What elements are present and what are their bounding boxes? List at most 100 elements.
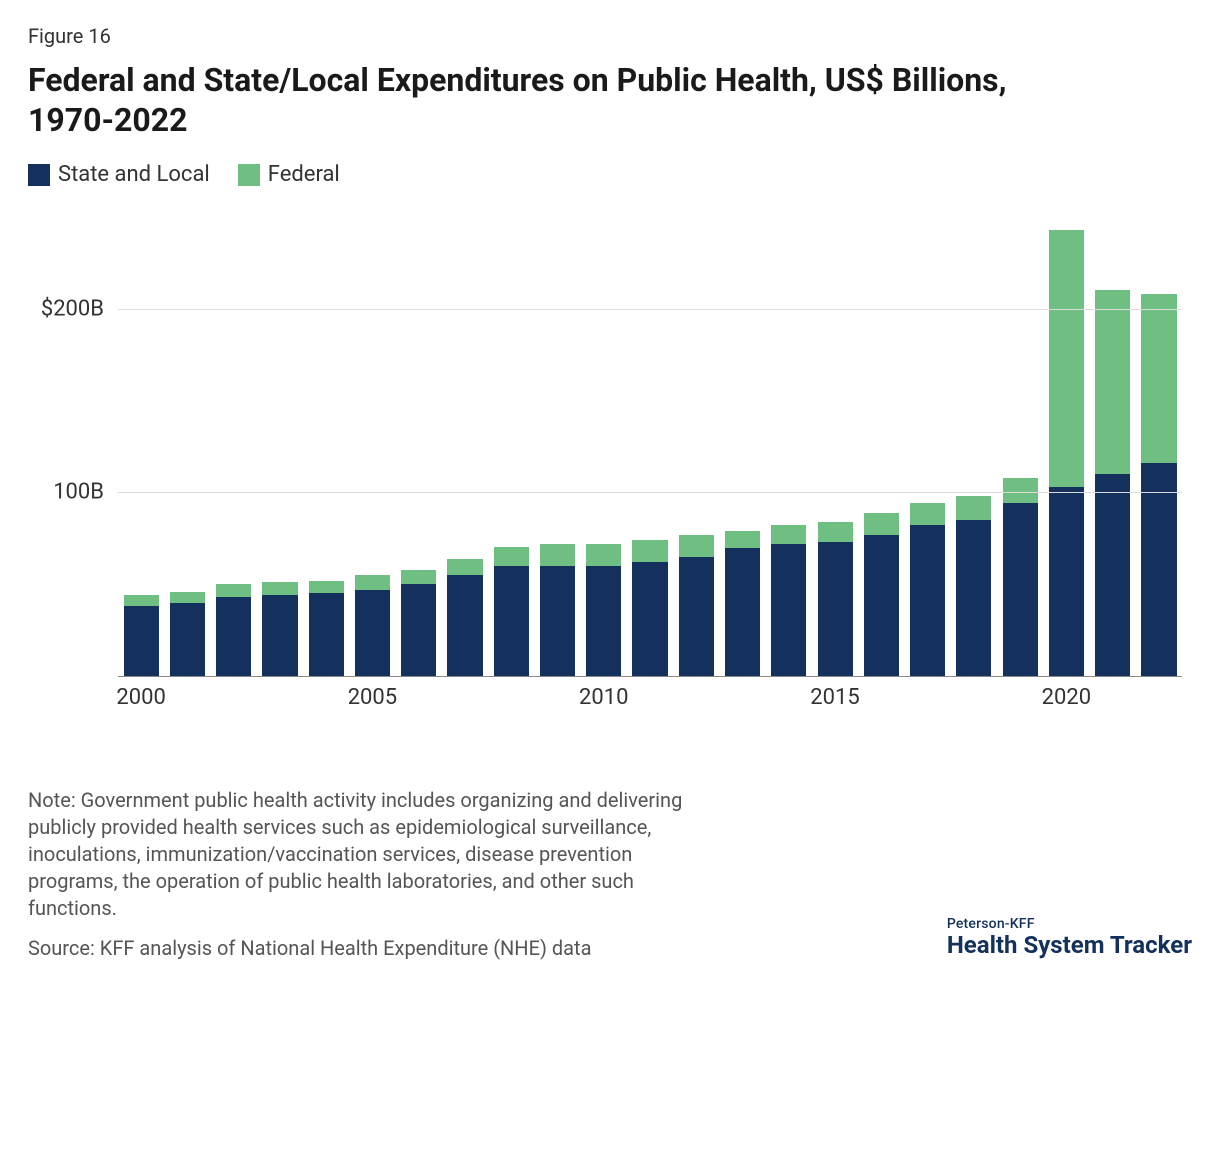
bar-slot [1136,217,1182,676]
legend-swatch [28,164,50,186]
x-tick-label: 2010 [579,685,628,710]
bar-slot [396,217,442,676]
bar-segment [216,597,251,676]
bars-container [118,217,1182,676]
bar-segment [956,496,991,520]
x-tick-label: 2015 [810,685,859,710]
legend: State and Local Federal [28,162,1192,187]
bar-segment [401,570,436,585]
bar-segment [956,520,991,676]
bar-segment [262,582,297,595]
bar-segment [864,535,899,676]
chart-title: Federal and State/Local Expenditures on … [28,60,1078,140]
bar-segment [494,547,529,565]
bar-stack [309,581,344,676]
bar-slot [997,217,1043,676]
bar-stack [864,513,899,676]
bar-stack [725,531,760,676]
x-tick-label: 2000 [116,685,165,710]
legend-label: State and Local [58,162,210,187]
bar-segment [540,544,575,566]
bar-segment [818,522,853,542]
bar-slot [766,217,812,676]
bar-segment [170,592,205,603]
x-tick-label: 2005 [348,685,397,710]
bar-slot [627,217,673,676]
bar-segment [725,548,760,677]
bar-slot [812,217,858,676]
bar-stack [494,547,529,676]
bar-segment [771,525,806,543]
x-axis: 2000 2005 2010 2015 2020 [118,677,1182,717]
legend-swatch [238,164,260,186]
bar-stack [1003,478,1038,676]
bar-segment [447,575,482,676]
bar-slot [349,217,395,676]
bar-stack [170,592,205,676]
bar-segment [309,581,344,594]
bar-slot [488,217,534,676]
y-tick-label: $200B [41,296,118,321]
bar-stack [771,525,806,676]
y-tick-label: 100B [53,480,118,505]
bar-slot [257,217,303,676]
bar-segment [632,562,667,676]
bar-segment [170,603,205,676]
chart: 100B$200B 2000 2005 2010 2015 2020 [118,217,1182,717]
bar-slot [118,217,164,676]
bar-slot [858,217,904,676]
bar-segment [447,559,482,576]
plot-area: 100B$200B [118,217,1182,677]
bar-slot [1043,217,1089,676]
bar-segment [355,575,390,590]
gridline [118,492,1182,493]
gridline [118,309,1182,310]
bar-segment [771,544,806,676]
bar-stack [540,544,575,676]
bar-segment [401,584,436,676]
bar-slot [211,217,257,676]
legend-item: State and Local [28,162,210,187]
chart-source: Source: KFF analysis of National Health … [28,936,708,960]
bar-stack [910,503,945,676]
bar-segment [540,566,575,676]
brand-top-text: Peterson-KFF [947,916,1192,932]
bar-stack [586,544,621,676]
chart-note: Note: Government public health activity … [28,787,708,922]
bar-segment [910,503,945,525]
x-tick-label: 2020 [1042,685,1091,710]
bar-slot [951,217,997,676]
bar-segment [1095,290,1130,474]
bar-slot [534,217,580,676]
bar-stack [956,496,991,676]
bar-stack [1141,294,1176,676]
bar-stack [124,595,159,676]
bar-stack [818,522,853,676]
bar-segment [1049,487,1084,676]
bar-segment [1003,503,1038,676]
bar-segment [309,593,344,676]
bar-segment [818,542,853,676]
bar-segment [1141,294,1176,463]
bar-slot [905,217,951,676]
brand-logo: Peterson-KFF Health System Tracker [947,916,1192,960]
bar-stack [216,584,251,676]
bar-stack [355,575,390,676]
legend-item: Federal [238,162,340,187]
figure-label: Figure 16 [28,24,1192,48]
bar-segment [494,566,529,676]
bar-stack [1049,230,1084,676]
bar-slot [581,217,627,676]
bar-segment [679,535,714,557]
bar-segment [355,590,390,676]
bar-slot [442,217,488,676]
legend-label: Federal [268,162,340,187]
bar-segment [1141,463,1176,676]
bar-segment [1095,474,1130,676]
bar-slot [673,217,719,676]
bar-stack [262,582,297,676]
bar-segment [1049,230,1084,487]
bar-segment [124,606,159,676]
bar-slot [303,217,349,676]
bar-segment [586,544,621,566]
